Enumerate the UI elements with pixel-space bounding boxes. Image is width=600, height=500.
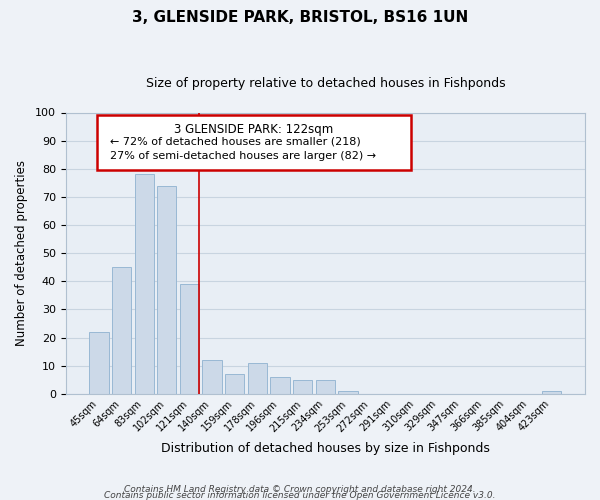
Bar [542,391,562,394]
Bar [157,186,176,394]
Bar [89,332,109,394]
Title: Size of property relative to detached houses in Fishponds: Size of property relative to detached ho… [146,78,505,90]
Bar [293,380,313,394]
Bar [248,363,267,394]
Text: ← 72% of detached houses are smaller (218): ← 72% of detached houses are smaller (21… [110,137,361,147]
Bar [180,284,199,394]
Text: 27% of semi-detached houses are larger (82) →: 27% of semi-detached houses are larger (… [110,151,376,161]
Bar [134,174,154,394]
Text: Contains public sector information licensed under the Open Government Licence v3: Contains public sector information licen… [104,490,496,500]
Text: Contains HM Land Registry data © Crown copyright and database right 2024.: Contains HM Land Registry data © Crown c… [124,484,476,494]
Bar [316,380,335,394]
FancyBboxPatch shape [97,116,411,170]
Bar [338,391,358,394]
X-axis label: Distribution of detached houses by size in Fishponds: Distribution of detached houses by size … [161,442,490,455]
Bar [271,377,290,394]
Y-axis label: Number of detached properties: Number of detached properties [15,160,28,346]
Text: 3 GLENSIDE PARK: 122sqm: 3 GLENSIDE PARK: 122sqm [174,123,334,136]
Bar [225,374,244,394]
Bar [112,267,131,394]
Text: 3, GLENSIDE PARK, BRISTOL, BS16 1UN: 3, GLENSIDE PARK, BRISTOL, BS16 1UN [132,10,468,25]
Bar [202,360,222,394]
